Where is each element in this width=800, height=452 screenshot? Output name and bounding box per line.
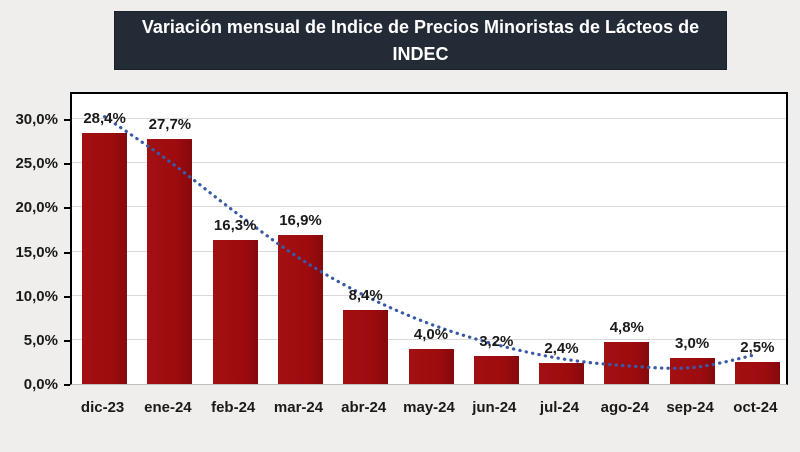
bar-value-label-may-24: 4,0% — [413, 325, 449, 343]
bar-value-label-feb-24: 16,3% — [213, 217, 257, 234]
x-axis-label-may-24: may-24 — [403, 399, 455, 416]
bar-value-label-mar-24: 16,9% — [279, 211, 322, 229]
bar-value-label-ago-24: 4,8% — [609, 318, 644, 336]
bar-feb-24 — [212, 240, 258, 384]
y-axis-tick — [64, 207, 70, 210]
x-axis-label-abr-24: abr-24 — [341, 399, 387, 416]
bar-value-label-jul-24: 2,4% — [544, 339, 579, 357]
y-axis-tick — [64, 163, 70, 166]
chart-title-line1: Variación mensual de Indice de Precios M… — [141, 16, 700, 37]
bar-value-label-abr-24: 8,4% — [348, 286, 383, 304]
bar-dic-23 — [82, 133, 128, 384]
chart-title: Variación mensual de Indice de Precios M… — [114, 11, 727, 70]
x-axis-label-sep-24: sep-24 — [666, 399, 714, 416]
y-axis-tick — [64, 119, 70, 121]
bar-ago-24 — [604, 341, 650, 384]
bar-value-label-jun-24: 3,2% — [479, 332, 514, 350]
y-axis-label: 10,0% — [15, 287, 58, 305]
bar-jul-24 — [539, 362, 584, 384]
bar-value-label-ene-24: 27,7% — [148, 116, 192, 134]
y-axis-tick — [64, 251, 70, 254]
y-axis-tick — [64, 384, 70, 386]
bar-mar-24 — [278, 234, 323, 384]
y-axis-label: 20,0% — [15, 199, 58, 217]
y-axis-label: 25,0% — [15, 155, 58, 173]
bar-may-24 — [408, 348, 454, 384]
y-axis-label: 0,0% — [23, 376, 58, 393]
chart-title-line2: INDEC — [392, 43, 449, 64]
bar-oct-24 — [734, 361, 780, 384]
x-axis-label-ago-24: ago-24 — [600, 399, 649, 416]
y-axis-label: 5,0% — [23, 331, 58, 349]
x-axis-label-ene-24: ene-24 — [144, 399, 192, 416]
x-axis-label-mar-24: mar-24 — [273, 399, 324, 416]
x-axis-label-dic-23: dic-23 — [80, 399, 125, 416]
x-axis-label-feb-24: feb-24 — [211, 399, 256, 416]
x-axis-label-oct-24: oct-24 — [733, 399, 778, 416]
plot-area: 28,4% 27,7% 16,3% 16,9% 8,4% 4,0% 3,2% 2,4% 4,8%… — [70, 92, 788, 385]
bar-ene-24 — [147, 139, 193, 384]
y-axis-label: 15,0% — [15, 243, 58, 261]
bar-value-label-oct-24: 2,5% — [740, 338, 775, 356]
x-axis-label-jul-24: jul-24 — [539, 399, 580, 416]
bar-value-label-sep-24: 3,0% — [674, 334, 710, 352]
y-axis-tick — [64, 339, 70, 342]
y-axis-tick — [64, 295, 70, 298]
bar-sep-24 — [669, 357, 715, 384]
bar-jun-24 — [473, 355, 519, 384]
x-axis-label-jun-24: jun-24 — [472, 399, 517, 416]
bar-abr-24 — [343, 309, 389, 384]
bar-value-label-dic-23: 28,4% — [83, 110, 126, 128]
y-axis-label: 30,0% — [15, 111, 58, 128]
